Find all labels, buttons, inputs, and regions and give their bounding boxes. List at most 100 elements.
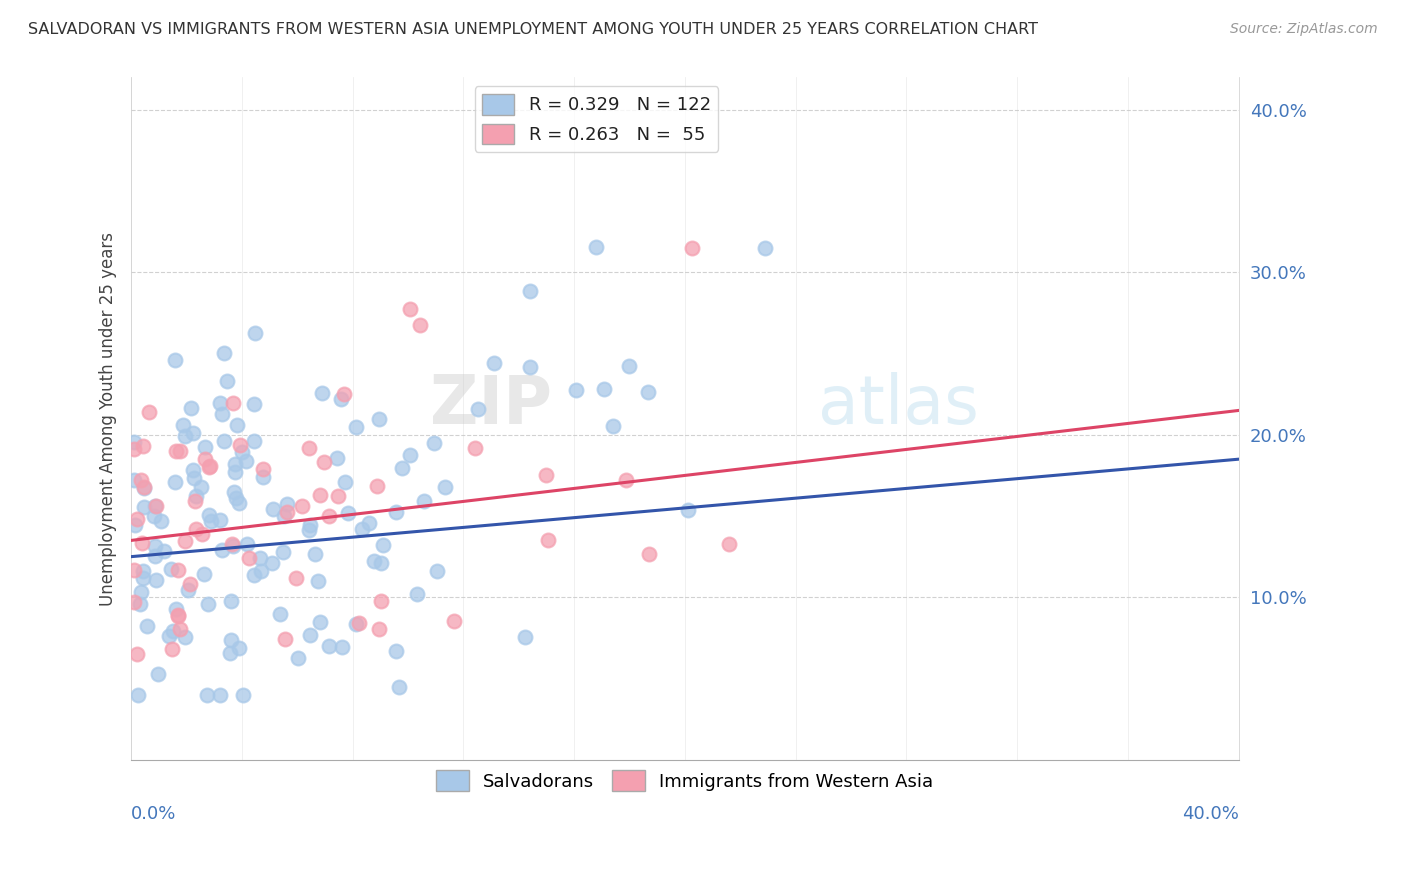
Point: [229, 438, 252, 452]
Point: [146, 666, 169, 681]
Point: [312, 455, 335, 469]
Point: [143, 540, 166, 554]
Point: [336, 506, 359, 520]
Point: [717, 537, 740, 551]
Point: [122, 442, 145, 457]
Point: [637, 384, 659, 399]
Point: [145, 499, 167, 513]
Point: [177, 583, 200, 598]
Point: [243, 396, 266, 410]
Point: [252, 470, 274, 484]
Point: [619, 359, 641, 373]
Point: [681, 241, 703, 255]
Point: [676, 503, 699, 517]
Point: [371, 538, 394, 552]
Point: [211, 543, 233, 558]
Point: [127, 647, 149, 661]
Point: [219, 646, 242, 660]
Point: [287, 650, 309, 665]
Point: [212, 434, 235, 449]
Point: [150, 514, 173, 528]
Point: [252, 462, 274, 476]
Point: [194, 451, 217, 466]
Point: [273, 545, 295, 559]
Point: [180, 401, 202, 415]
Point: [165, 601, 187, 615]
Text: SALVADORAN VS IMMIGRANTS FROM WESTERN ASIA UNEMPLOYMENT AMONG YOUTH UNDER 25 YEA: SALVADORAN VS IMMIGRANTS FROM WESTERN AS…: [28, 22, 1038, 37]
Point: [398, 448, 420, 462]
Point: [304, 547, 326, 561]
Point: [226, 417, 249, 432]
Point: [243, 567, 266, 582]
Point: [385, 644, 408, 658]
Point: [318, 508, 340, 523]
Point: [122, 563, 145, 577]
Point: [211, 407, 233, 421]
Point: [162, 624, 184, 639]
Point: [224, 465, 246, 479]
Point: [181, 425, 204, 440]
Point: [344, 616, 367, 631]
Point: [129, 473, 152, 487]
Point: [129, 597, 152, 611]
Point: [307, 574, 329, 588]
Point: [370, 556, 392, 570]
Point: [433, 479, 456, 493]
Point: [249, 551, 271, 566]
Point: [129, 585, 152, 599]
Point: [333, 387, 356, 401]
Point: [366, 478, 388, 492]
Point: [349, 615, 371, 630]
Point: [426, 564, 449, 578]
Point: [136, 618, 159, 632]
Point: [125, 512, 148, 526]
Point: [276, 505, 298, 519]
Point: [298, 441, 321, 455]
Point: [222, 484, 245, 499]
Point: [132, 500, 155, 514]
Point: [276, 497, 298, 511]
Point: [537, 533, 560, 547]
Text: 0.0%: 0.0%: [131, 805, 177, 823]
Point: [262, 556, 284, 570]
Point: [181, 462, 204, 476]
Point: [482, 356, 505, 370]
Point: [197, 597, 219, 611]
Point: [217, 374, 239, 388]
Point: [167, 609, 190, 624]
Point: [172, 418, 194, 433]
Point: [464, 441, 486, 455]
Point: [169, 622, 191, 636]
Point: [124, 517, 146, 532]
Point: [391, 461, 413, 475]
Point: [157, 629, 180, 643]
Point: [197, 508, 219, 522]
Point: [194, 440, 217, 454]
Point: [179, 576, 201, 591]
Point: [238, 550, 260, 565]
Point: [122, 595, 145, 609]
Point: [166, 607, 188, 622]
Point: [262, 501, 284, 516]
Point: [330, 640, 353, 655]
Point: [363, 553, 385, 567]
Point: [212, 346, 235, 360]
Point: [153, 543, 176, 558]
Point: [143, 499, 166, 513]
Point: [167, 563, 190, 577]
Point: [224, 457, 246, 471]
Y-axis label: Unemployment Among Youth under 25 years: Unemployment Among Youth under 25 years: [100, 232, 117, 606]
Point: [585, 240, 607, 254]
Point: [291, 499, 314, 513]
Point: [467, 402, 489, 417]
Point: [131, 571, 153, 585]
Point: [169, 444, 191, 458]
Point: [357, 516, 380, 531]
Point: [184, 494, 207, 508]
Point: [328, 489, 350, 503]
Point: [221, 537, 243, 551]
Point: [163, 475, 186, 490]
Point: [637, 547, 659, 561]
Point: [134, 480, 156, 494]
Point: [122, 473, 145, 487]
